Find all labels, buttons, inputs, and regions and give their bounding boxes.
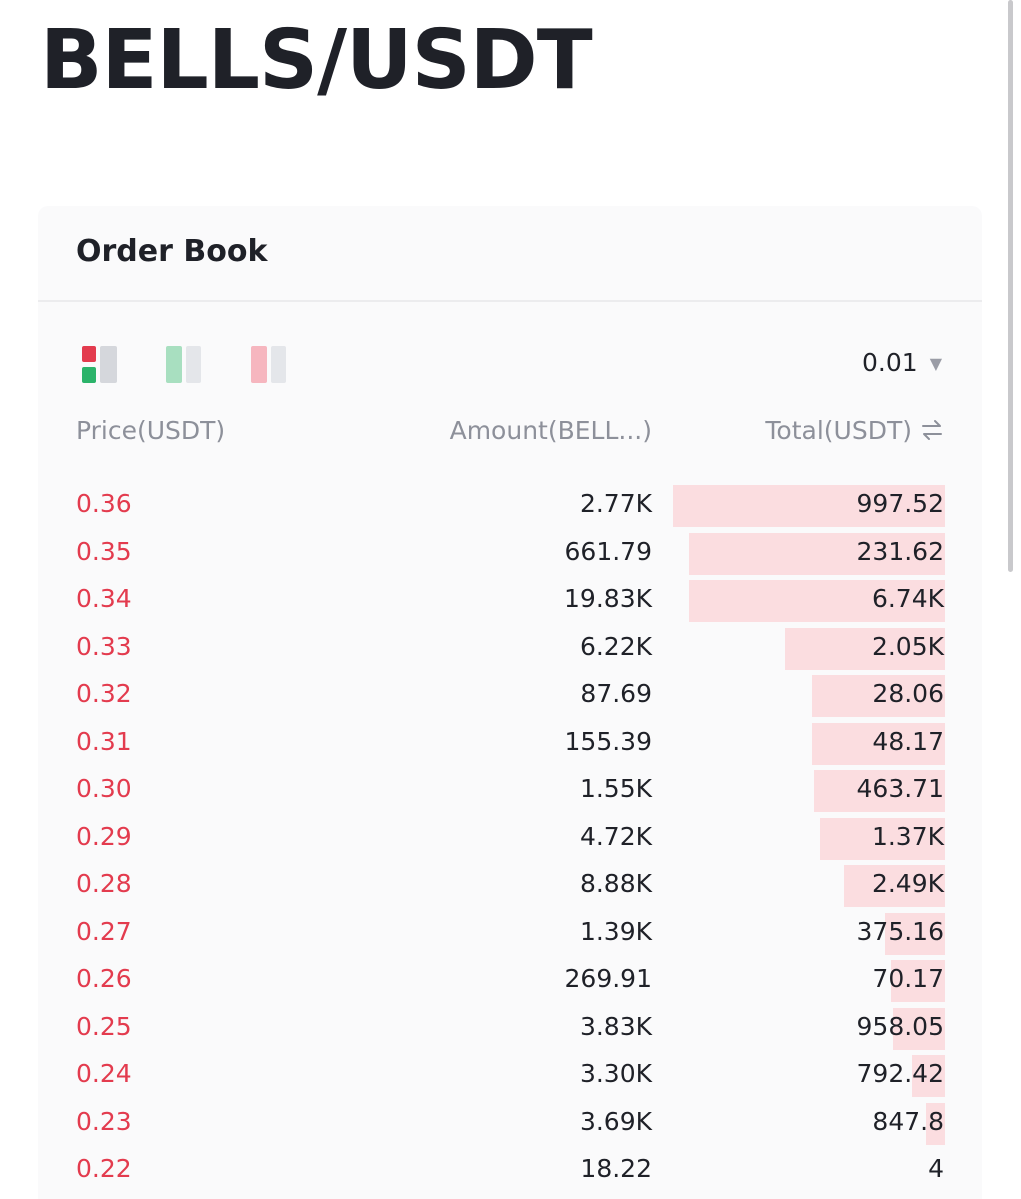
ask-row[interactable]: 0.22 18.22 4 [38, 1147, 982, 1195]
depth-bar [811, 722, 945, 765]
ask-price: 0.22 [76, 1154, 132, 1183]
ask-total: 28.06 [872, 679, 944, 708]
ask-total: 4 [928, 1154, 944, 1183]
layout-both-icon[interactable] [82, 346, 118, 384]
ask-row[interactable]: 0.24 3.30K 792.42 [38, 1052, 982, 1100]
ask-price: 0.30 [76, 774, 132, 803]
ask-amount: 19.83K [564, 584, 652, 613]
ask-total: 375.16 [856, 916, 944, 946]
amount-column-header: Amount(BELL...) [449, 416, 652, 445]
depth-bar [912, 1055, 945, 1097]
ask-row[interactable]: 0.23 3.69K 847.8 [38, 1100, 982, 1148]
ask-price: 0.31 [76, 726, 132, 756]
ask-amount: 2.77K [579, 489, 652, 518]
ask-price: 0.32 [76, 679, 132, 708]
ask-row[interactable]: 0.35 661.79 231.62 [38, 530, 982, 578]
ask-price: 0.24 [76, 1059, 132, 1088]
precision-select[interactable]: 0.01 ▼ [862, 348, 942, 377]
depth-bar [885, 912, 945, 955]
order-book-header: Order Book [38, 206, 982, 302]
ask-total: 997.52 [856, 489, 944, 518]
order-book-title: Order Book [76, 234, 268, 269]
ask-total: 847.8 [872, 1106, 944, 1136]
ask-row[interactable]: 0.29 4.72K 1.37K [38, 815, 982, 863]
depth-bar [784, 627, 945, 670]
ask-price: 0.29 [76, 821, 132, 851]
ask-price: 0.26 [76, 964, 132, 993]
ask-price: 0.33 [76, 631, 132, 661]
ask-total: 6.74K [871, 584, 944, 613]
depth-bar [689, 580, 945, 622]
chevron-down-icon: ▼ [929, 354, 942, 373]
ask-total: 1.37K [871, 821, 944, 851]
ask-price: 0.28 [76, 869, 132, 898]
swap-icon[interactable] [920, 418, 944, 447]
ask-amount: 1.55K [579, 774, 652, 803]
ask-amount: 87.69 [580, 679, 652, 708]
depth-bar [811, 675, 945, 717]
ask-amount: 269.91 [564, 964, 652, 993]
order-book-panel: Order Book 0.01 ▼ Price(USDT) Amount(BELL… [38, 206, 982, 1199]
total-column-label: Total(USDT) [765, 416, 912, 445]
total-column-header[interactable]: Total(USDT) [765, 416, 944, 447]
ask-row[interactable]: 0.36 2.77K 997.52 [38, 482, 982, 530]
ask-price: 0.35 [76, 536, 132, 566]
ask-amount: 3.69K [579, 1106, 652, 1136]
pair-title: BELLS/USDT [40, 13, 593, 108]
ask-row[interactable]: 0.32 87.69 28.06 [38, 672, 982, 720]
ask-amount: 8.88K [579, 869, 652, 898]
precision-value: 0.01 [862, 348, 918, 377]
ask-row[interactable]: 0.31 155.39 48.17 [38, 720, 982, 768]
price-column-header: Price(USDT) [76, 416, 226, 445]
ask-total: 463.71 [856, 774, 944, 803]
ask-row[interactable]: 0.25 3.83K 958.05 [38, 1005, 982, 1053]
depth-bar [925, 1102, 945, 1145]
ask-amount: 18.22 [580, 1154, 652, 1183]
ask-price: 0.23 [76, 1106, 132, 1136]
ask-amount: 4.72K [579, 821, 652, 851]
ask-amount: 155.39 [564, 726, 652, 756]
ask-row[interactable]: 0.34 19.83K 6.74K [38, 577, 982, 625]
ask-row[interactable]: 0.28 8.88K 2.49K [38, 862, 982, 910]
ask-total: 48.17 [872, 726, 944, 756]
depth-bar [890, 960, 945, 1002]
ask-amount: 6.22K [579, 631, 652, 661]
ask-price: 0.27 [76, 916, 132, 946]
depth-bar [819, 817, 945, 860]
ask-row[interactable]: 0.27 1.39K 375.16 [38, 910, 982, 958]
ask-amount: 3.30K [579, 1059, 652, 1088]
ask-amount: 3.83K [579, 1011, 652, 1041]
ask-row[interactable]: 0.30 1.55K 463.71 [38, 767, 982, 815]
ask-total: 231.62 [856, 536, 944, 566]
ask-total: 958.05 [856, 1011, 944, 1041]
ask-total: 2.05K [871, 631, 944, 661]
depth-bar [844, 865, 945, 907]
ask-total: 792.42 [856, 1059, 944, 1088]
depth-bar [689, 532, 945, 575]
ask-amount: 1.39K [579, 916, 652, 946]
depth-bar [893, 1007, 945, 1050]
ask-total: 2.49K [871, 869, 944, 898]
ask-amount: 661.79 [564, 536, 652, 566]
ask-price: 0.25 [76, 1011, 132, 1041]
ask-price: 0.36 [76, 489, 132, 518]
ask-rows: 0.36 2.77K 997.52 0.35 661.79 231.62 0.34 19.83… [38, 482, 982, 1195]
layout-asks-icon[interactable] [251, 346, 287, 384]
layout-bids-icon[interactable] [166, 346, 202, 384]
ask-total: 70.17 [872, 964, 944, 993]
depth-bar [673, 485, 945, 527]
scrollbar[interactable] [1008, 0, 1013, 572]
ask-price: 0.34 [76, 584, 132, 613]
ask-row[interactable]: 0.33 6.22K 2.05K [38, 625, 982, 673]
depth-bar [814, 770, 945, 812]
ask-row[interactable]: 0.26 269.91 70.17 [38, 957, 982, 1005]
